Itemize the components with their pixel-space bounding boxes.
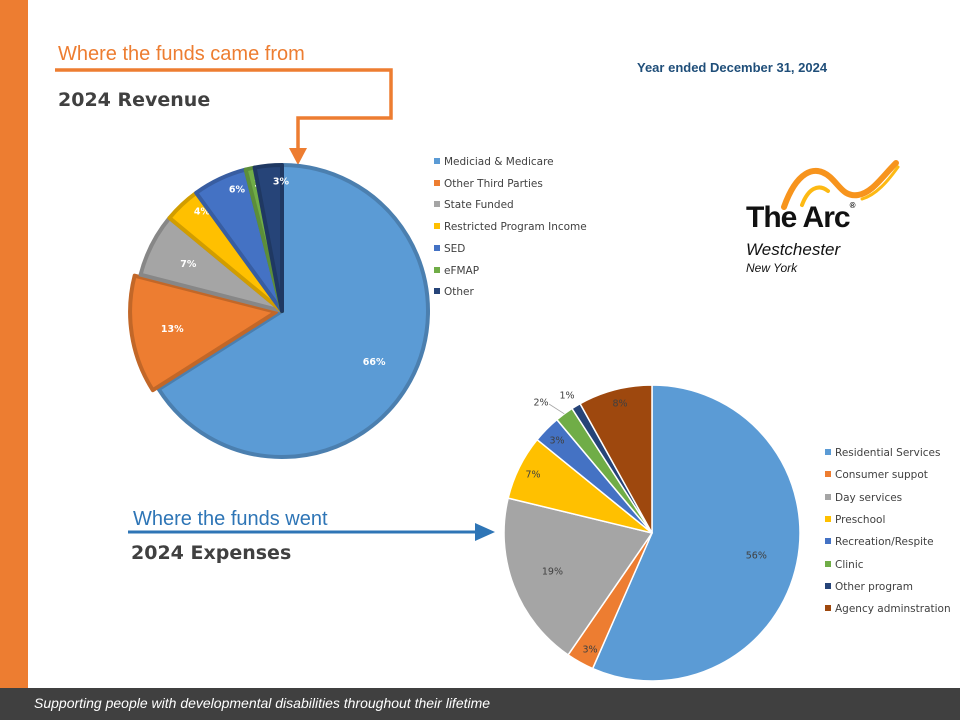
expenses-heading: Where the funds went [133, 508, 328, 530]
expenses-connector-arrowhead [475, 523, 495, 541]
legend-item-other: Other [434, 286, 474, 298]
data-label-clinic: 2% [533, 398, 548, 409]
slice-day-services [503, 497, 653, 656]
data-label-day-services: 19% [542, 567, 563, 578]
leader-line-clinic [548, 403, 565, 415]
legend-swatch [825, 582, 831, 589]
slice-other-third-parties [128, 273, 279, 393]
legend-swatch [434, 158, 440, 164]
legend-swatch [434, 223, 440, 230]
legend-swatch [825, 560, 831, 567]
legend-item-day-services: Day services [825, 492, 902, 504]
the-arc-logo: The Arc® Westchester New York [744, 155, 904, 280]
slice-residential-services [591, 384, 801, 682]
logo-line-westchester: Westchester [746, 240, 841, 259]
legend-label: Restricted Program Income [444, 221, 587, 234]
legend-label: eFMAP [444, 264, 480, 277]
legend-item-mediciad-medicare: Mediciad & Medicare [434, 156, 554, 168]
legend-label: Agency adminstration [835, 603, 951, 616]
legend-item-sed: SED [434, 243, 465, 255]
legend-swatch [825, 515, 831, 522]
logo-line-new-york: New York [746, 261, 798, 275]
data-label-preschool: 7% [525, 470, 540, 481]
data-label-sed: 6% [229, 185, 246, 196]
legend-label: Recreation/Respite [835, 536, 934, 549]
slice-mediciad-medicare [156, 163, 430, 459]
slice-other [252, 163, 284, 313]
legend-swatch [825, 449, 831, 455]
data-label-agency-adminstration: 8% [612, 399, 627, 410]
accent-side-bar [0, 0, 28, 688]
data-label-restricted-program-income: 4% [194, 207, 211, 218]
legend-item-other-program: Other program [825, 581, 913, 593]
legend-label: Clinic [835, 558, 864, 571]
legend-label: Day services [835, 491, 903, 504]
legend-swatch [434, 266, 440, 273]
legend-swatch [825, 605, 831, 612]
data-label-recreation-respite: 3% [549, 436, 564, 447]
period-label: Year ended December 31, 2024 [637, 60, 828, 75]
legend-label: Consumer suppot [835, 469, 928, 482]
legend-swatch [825, 471, 831, 478]
logo-wordmark: The Arc® [746, 201, 855, 234]
legend-swatch [434, 179, 440, 186]
revenue-title: 2024 Revenue [58, 89, 211, 111]
data-label-residential-services: 56% [746, 550, 767, 561]
expenses-title: 2024 Expenses [131, 542, 292, 564]
legend-item-state-funded: State Funded [434, 199, 514, 211]
legend-item-consumer-suppot: Consumer suppot [825, 469, 928, 481]
legend-label: Preschool [835, 513, 886, 526]
legend-item-efmap: eFMAP [434, 265, 479, 277]
legend-item-residential-services: Residential Services [825, 447, 940, 459]
revenue-heading: Where the funds came from [58, 43, 305, 65]
legend-item-clinic: Clinic [825, 559, 864, 571]
legend-item-restricted-program-income: Restricted Program Income [434, 221, 587, 233]
legend-label: Other program [835, 580, 913, 593]
revenue-connector-arrowhead [289, 148, 307, 165]
legend-label: SED [444, 242, 466, 255]
data-label-mediciad-medicare: 66% [363, 357, 386, 368]
legend-swatch [825, 538, 831, 545]
legend-swatch [434, 288, 440, 295]
legend-swatch [434, 244, 440, 251]
legend-item-other-third-parties: Other Third Parties [434, 178, 543, 190]
arc-swoosh-icon [781, 160, 900, 210]
legend-label: Other Third Parties [444, 177, 543, 190]
legend-label: Mediciad & Medicare [444, 156, 554, 168]
data-label-consumer-suppot: 3% [582, 645, 597, 656]
footer-tagline: Supporting people with developmental dis… [0, 688, 960, 720]
data-label-other: 3% [273, 177, 290, 188]
legend-label: Residential Services [835, 447, 941, 459]
legend-item-recreation-respite: Recreation/Respite [825, 536, 934, 548]
revenue-connector-line [55, 68, 393, 150]
legend-label: State Funded [444, 199, 514, 212]
legend-item-preschool: Preschool [825, 514, 885, 526]
legend-swatch [434, 201, 440, 208]
legend-label: Other [444, 286, 474, 299]
data-label-other-third-parties: 13% [161, 324, 184, 335]
legend-item-agency-adminstration: Agency adminstration [825, 603, 951, 615]
data-label-other-program: 1% [559, 391, 574, 402]
data-label-state-funded: 7% [180, 259, 197, 270]
slice-agency-adminstration [579, 384, 653, 534]
legend-swatch [825, 493, 831, 500]
